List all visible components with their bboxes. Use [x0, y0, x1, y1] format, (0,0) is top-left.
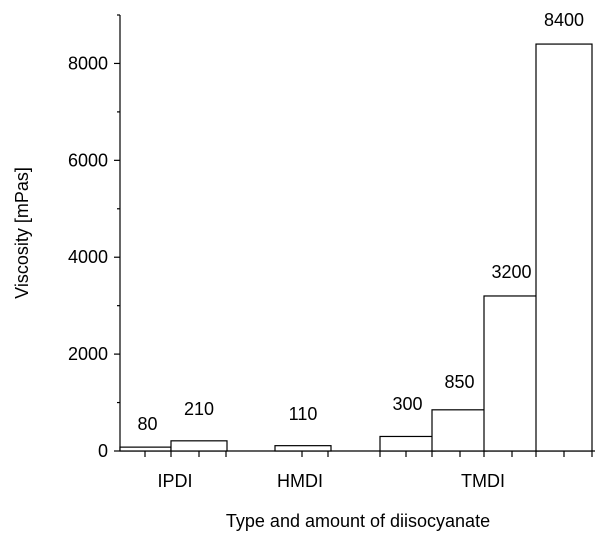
bar-tmdi-850 — [431, 409, 488, 452]
y-tick-label: 4000 — [68, 247, 108, 267]
y-tick-label: 6000 — [68, 150, 108, 170]
x-ticks — [144, 451, 593, 457]
category-label-hmdi: HMDI — [277, 471, 323, 491]
data-labels: 80 210 110 300 850 3200 8400 — [137, 10, 584, 434]
y-tick-label: 8000 — [68, 53, 108, 73]
y-axis-title: Viscosity [mPas] — [12, 167, 32, 299]
bar-ipdi-80 — [119, 446, 172, 452]
category-labels: IPDI HMDI TMDI — [157, 471, 505, 491]
data-label: 300 — [392, 394, 422, 414]
bar-tmdi-3200 — [483, 295, 540, 452]
data-label: 3200 — [491, 262, 531, 282]
data-label: 80 — [137, 414, 157, 434]
y-ticks: 0 2000 4000 6000 8000 — [68, 14, 120, 461]
category-label-tmdi: TMDI — [461, 471, 505, 491]
category-label-ipdi: IPDI — [157, 471, 192, 491]
bar-hmdi-110 — [274, 445, 332, 452]
bar-ipdi-210 — [170, 440, 228, 452]
data-label: 850 — [444, 372, 474, 392]
y-tick-label: 2000 — [68, 344, 108, 364]
data-label: 210 — [184, 399, 214, 419]
x-axis-title: Type and amount of diisocyanate — [226, 511, 490, 531]
y-tick-label: 0 — [98, 441, 108, 461]
bar-tmdi-300 — [379, 435, 436, 452]
bars — [119, 43, 593, 452]
data-label: 8400 — [544, 10, 584, 30]
data-label: 110 — [289, 404, 318, 424]
bar-tmdi-8400 — [535, 43, 593, 452]
